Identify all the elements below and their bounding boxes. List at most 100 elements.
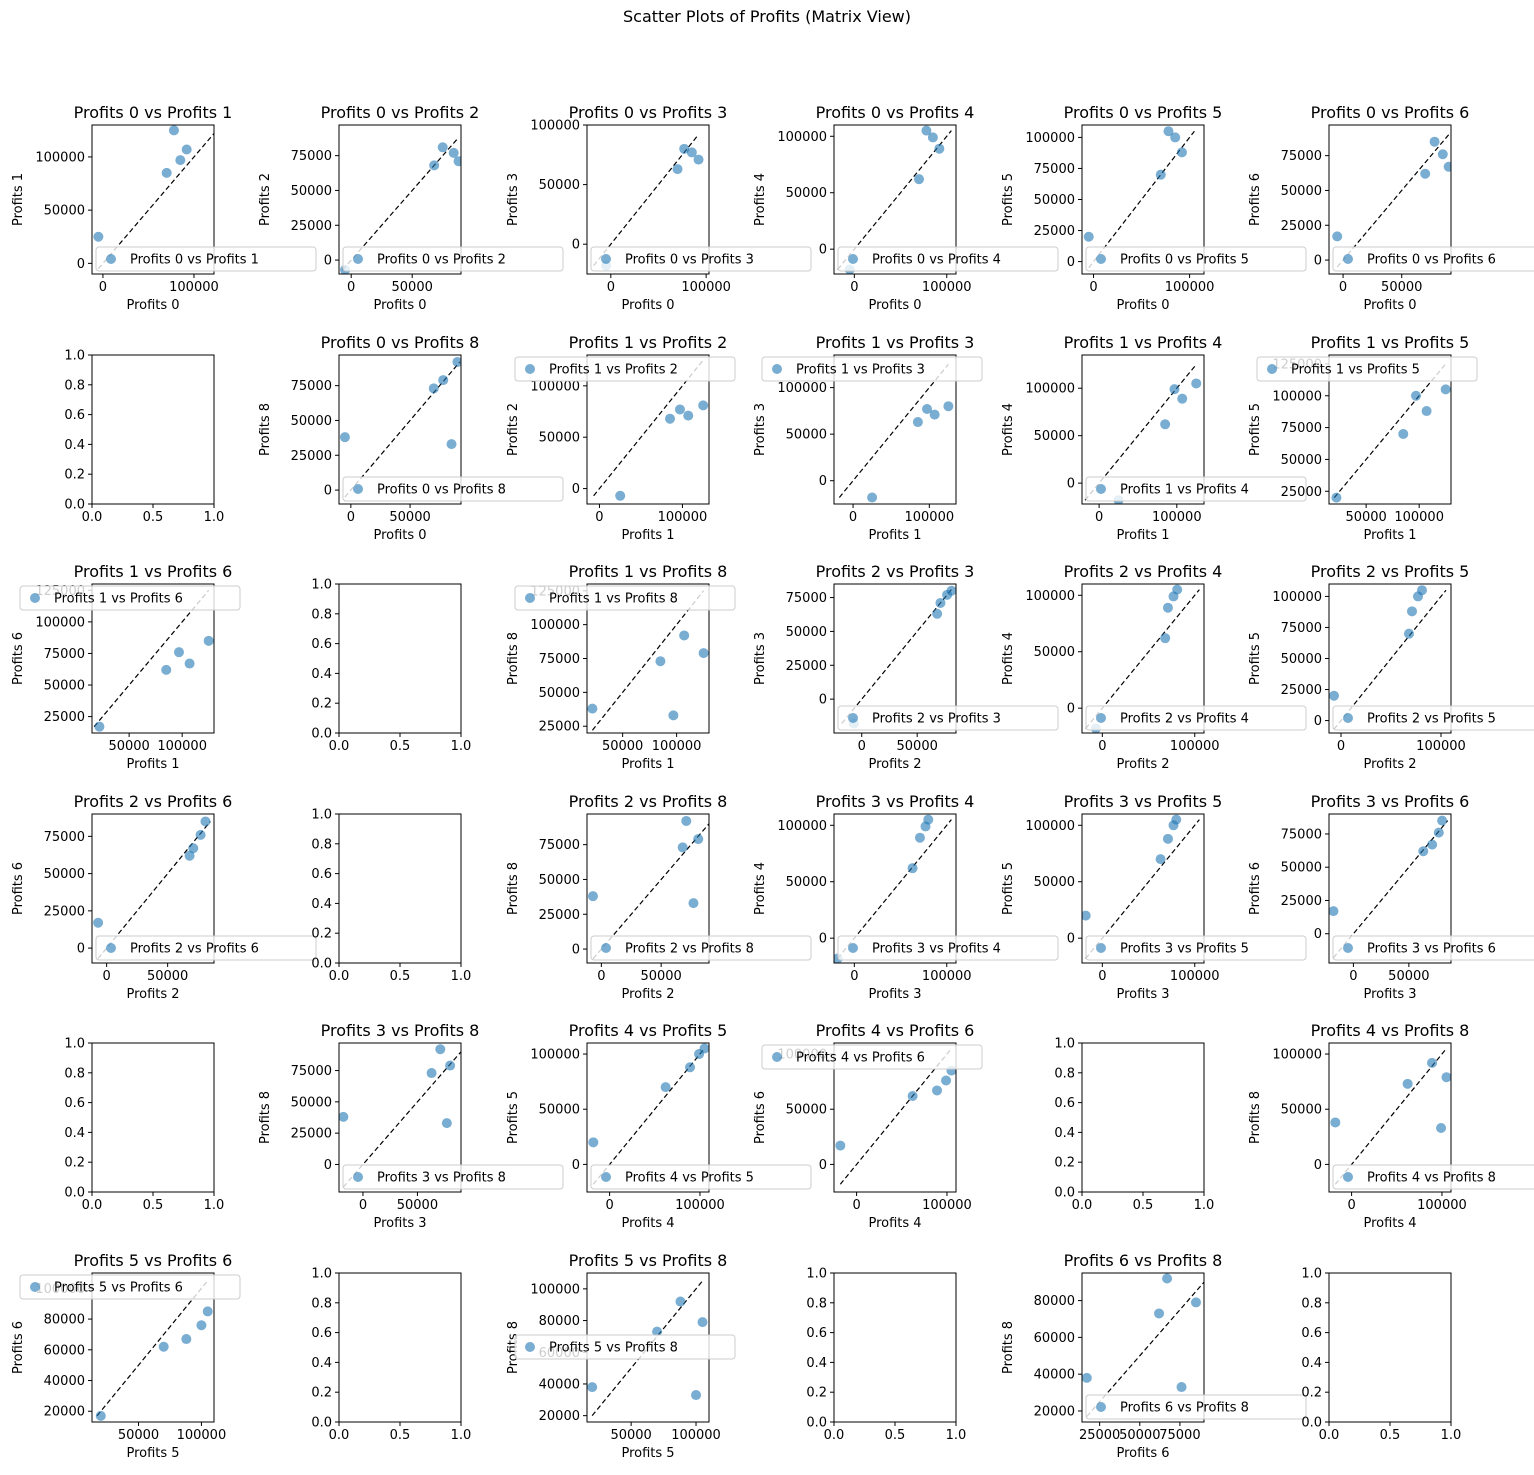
y-tick-label: 75000 [291, 149, 332, 164]
subplot-title: Profits 0 vs Profits 2 [321, 103, 480, 122]
y-axis-label: Profits 8 [506, 862, 521, 915]
y-tick-label: 80000 [44, 1313, 85, 1328]
y-tick-label: 50000 [539, 686, 580, 701]
y-tick-label: 0 [1314, 714, 1322, 729]
data-point [587, 891, 598, 902]
y-tick-label: 25000 [539, 720, 580, 735]
subplot-33: 0.0 0.5 1.0 0.0 0.2 0.4 0.6 0.8 1.0 [806, 1267, 966, 1444]
y-tick-label: 0.0 [64, 498, 85, 513]
x-tick-label: 0 [858, 739, 866, 754]
subplot-0: 0 100000 0 50000 100000 Profits 0 vs Profits … [11, 103, 317, 313]
subplot-5: 0 50000 0 25000 50000 75000 Profits 0 vs Profi… [1248, 103, 1534, 313]
axes-frame [91, 124, 215, 275]
legend-marker [525, 364, 535, 374]
legend: Profits 4 vs Profits 6 [761, 1044, 983, 1070]
subplot-title: Profits 0 vs Profits 3 [569, 103, 728, 122]
y-tick-label: 0.8 [1054, 1066, 1075, 1081]
legend: Profits 3 vs Profits 8 [342, 1164, 564, 1190]
axes-frame [338, 813, 462, 964]
data-point [339, 1111, 349, 1122]
y-tick-label: 0.2 [1054, 1156, 1075, 1171]
data-point [679, 143, 690, 154]
axes-frame [1081, 1042, 1205, 1193]
x-axis-label: Profits 0 [373, 298, 426, 313]
legend-marker [848, 254, 858, 264]
data-point [668, 710, 679, 721]
x-axis-label: Profits 6 [1116, 1446, 1169, 1461]
y-tick-label: 50000 [291, 184, 332, 199]
y-tick-label: 25000 [1281, 485, 1322, 500]
x-tick-label: 0.0 [329, 739, 350, 754]
x-tick-label: 0 [597, 969, 605, 984]
data-point [946, 585, 956, 596]
x-axis-label: Profits 0 [621, 298, 674, 313]
legend-label: Profits 0 vs Profits 5 [1120, 253, 1249, 268]
subplot-30: 5000010000020000400006000080000100000Pro… [11, 1251, 241, 1461]
legend-label: Profits 0 vs Profits 8 [377, 483, 506, 498]
legend-marker [772, 364, 782, 374]
identity-line [1086, 1281, 1204, 1417]
y-tick-label: 0.2 [64, 468, 85, 483]
subplot-title: Profits 3 vs Profits 4 [816, 792, 975, 811]
axes-frame [833, 583, 957, 734]
subplot-29: 0 100000 0 50000 100000 Profits 4 vs Profits … [1248, 1021, 1534, 1231]
x-tick-label: 0 [595, 510, 603, 525]
y-axis-label: Profits 3 [753, 632, 768, 685]
data-point [693, 834, 704, 845]
subplot-title: Profits 5 vs Profits 6 [74, 1251, 233, 1270]
data-point [1190, 1297, 1201, 1308]
y-tick-label: 0.2 [311, 1386, 332, 1401]
y-tick-label: 50000 [786, 428, 827, 443]
legend: Profits 3 vs Profits 5 [1085, 935, 1307, 961]
data-point [1437, 815, 1448, 826]
y-tick-label: 0 [572, 238, 580, 253]
axes-frame [1328, 124, 1452, 275]
legend-marker [601, 1172, 611, 1182]
y-tick-label: 100000 [530, 1048, 580, 1063]
identity-line [837, 819, 952, 959]
legend-label: Profits 2 vs Profits 4 [1120, 712, 1249, 727]
legend: Profits 0 vs Profits 8 [342, 476, 564, 502]
y-tick-label: 50000 [291, 1095, 332, 1110]
legend-marker [525, 593, 535, 603]
legend-label: Profits 1 vs Profits 6 [54, 592, 183, 607]
data-point [587, 703, 598, 714]
subplot-6: 0.0 0.5 1.0 0.0 0.2 0.4 0.6 0.8 1.0 [64, 349, 224, 526]
subplot-31: 0.0 0.5 1.0 0.0 0.2 0.4 0.6 0.8 1.0 [311, 1267, 471, 1444]
y-axis-label: Profits 5 [1001, 862, 1016, 915]
x-axis-label: Profits 1 [621, 528, 674, 543]
y-tick-label: 0.8 [1301, 1296, 1322, 1311]
data-point [181, 144, 192, 155]
x-tick-label: 50000 [1388, 969, 1429, 984]
data-point [1176, 147, 1187, 158]
data-point [914, 174, 925, 185]
y-tick-label: 50000 [291, 414, 332, 429]
legend-marker [1096, 484, 1106, 494]
y-tick-label: 0.4 [1054, 1126, 1075, 1141]
x-tick-label: 1.0 [451, 969, 472, 984]
x-tick-label: 50000 [610, 1428, 651, 1443]
x-tick-label: 0.5 [390, 739, 411, 754]
x-tick-label: 100000 [1170, 969, 1220, 984]
y-axis-label: Profits 8 [258, 403, 273, 456]
y-tick-label: 100000 [777, 819, 827, 834]
legend: Profits 3 vs Profits 6 [1332, 935, 1534, 961]
y-tick-label: 75000 [1281, 621, 1322, 636]
subplot-7: 0 50000 0 25000 50000 75000 Profits 0 vs Profi… [258, 333, 564, 543]
legend-label: Profits 0 vs Profits 2 [377, 253, 506, 268]
x-tick-label: 0.0 [824, 1428, 845, 1443]
y-axis-label: Profits 2 [506, 403, 521, 456]
y-tick-label: 0.8 [64, 1066, 85, 1081]
x-axis-label: Profits 2 [868, 757, 921, 772]
data-point [685, 1062, 696, 1073]
subplot-title: Profits 3 vs Profits 6 [1311, 792, 1470, 811]
data-point [677, 842, 688, 853]
legend-marker [772, 1052, 782, 1062]
data-point [1191, 378, 1202, 389]
x-tick-label: 0.0 [329, 1428, 350, 1443]
x-tick-label: 50000 [1381, 280, 1422, 295]
data-point [1427, 839, 1438, 850]
x-tick-label: 1.0 [204, 1198, 225, 1213]
